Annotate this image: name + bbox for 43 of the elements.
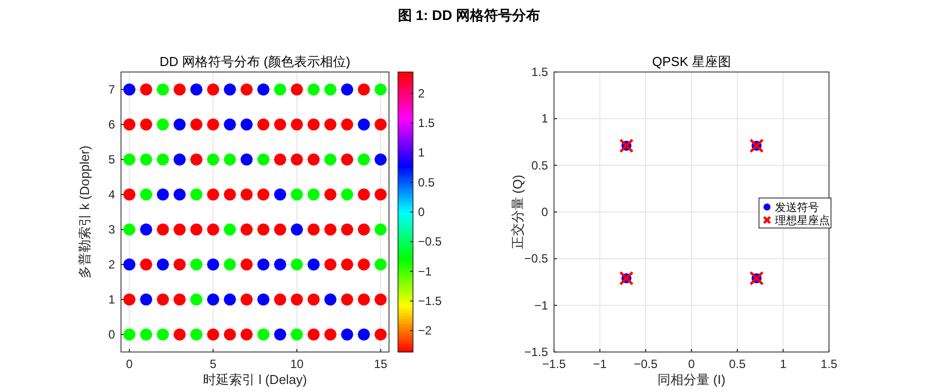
y-tick-label: 0 [541,205,548,219]
x-tick-label: 0 [688,357,696,371]
y-tick-label: 2 [108,258,116,272]
x-tick-label: 15 [374,357,388,371]
color-bar-label: 1 [418,146,425,160]
legend-label: 发送符号 [775,201,819,214]
y-tick-label: 6 [108,118,116,132]
y-axis-title: 正交分量 (Q) [510,174,525,250]
color-bar-label: 0.5 [418,175,436,190]
color-bar-label: 0 [418,205,425,219]
x-axis-title: 同相分量 (I) [658,372,726,387]
caption: 图 1: DD 网格符号分布 [398,7,540,23]
x-axis-title: 时延索引 l (Delay) [202,372,308,387]
color-bar-label: −0.5 [418,234,442,249]
y-tick-label: −1.5 [524,345,548,359]
y-tick-label: 0 [108,328,116,342]
color-bar-label: −1.5 [418,294,442,308]
y-tick-label: 0.5 [531,158,548,172]
color-bar-label: 1.5 [418,116,436,130]
y-tick-label: 1 [541,112,548,126]
x-tick-label: 10 [290,357,304,371]
y-tick-label: 1 [108,292,116,306]
chart-title: DD 网格符号分布 (颜色表示相位) [160,54,350,69]
y-axis-title: 多普勒索引 k (Doppler) [77,146,92,278]
y-tick-label: 5 [108,152,116,166]
x-tick-label: 1 [780,357,787,371]
color-bar-label: −2 [418,324,432,338]
chart-title: QPSK 星座图 [652,54,731,69]
y-tick-label: −1 [534,298,548,312]
y-tick-label: 7 [108,82,116,96]
x-tick-label: 0.5 [728,357,746,371]
y-tick-label: −0.5 [524,252,548,266]
x-tick-label: −0.5 [634,357,658,371]
x-tick-label: 1.5 [820,357,838,371]
y-tick-label: 3 [108,222,116,236]
color-bar-label: −1 [418,264,432,278]
color-bar-label: 2 [418,86,425,100]
x-tick-label: 0 [126,357,134,371]
x-tick-label: −1 [592,357,607,371]
x-tick-label: 5 [210,357,217,371]
y-tick-label: 1.5 [531,65,548,79]
y-tick-label: 4 [108,188,116,202]
legend-label: 理想星座点 [775,214,830,227]
